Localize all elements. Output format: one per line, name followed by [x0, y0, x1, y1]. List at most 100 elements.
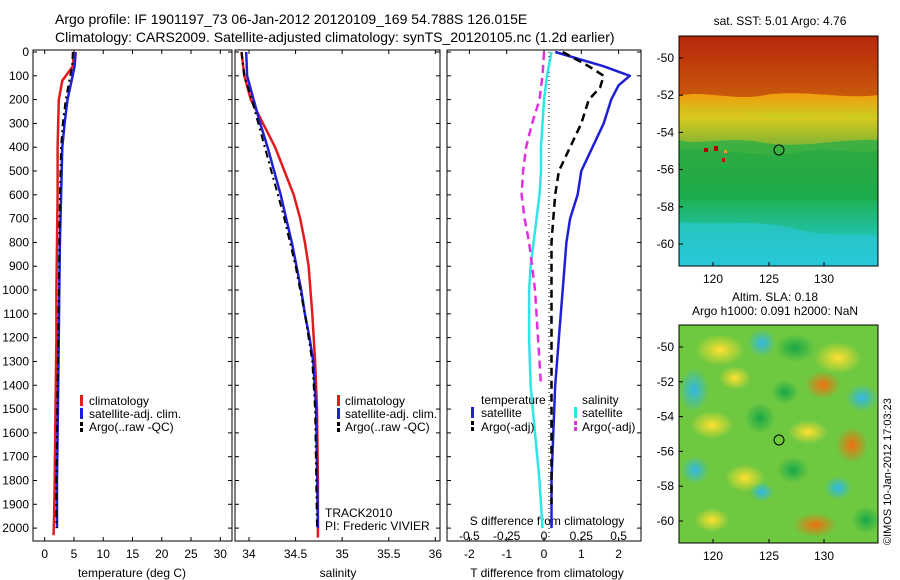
sla-blob: [690, 411, 734, 439]
x-tick-label: 0: [541, 529, 548, 543]
depth-tick-label: 1900: [2, 497, 29, 511]
x-tick-label: 34.5: [284, 547, 308, 561]
depth-tick-label: 1600: [2, 426, 29, 440]
sla-map-title-2: Argo h1000: 0.091 h2000: NaN: [692, 304, 858, 318]
x-tick-label: -0.5: [459, 529, 480, 543]
depth-tick-label: 600: [9, 188, 29, 202]
x-tick-label: 0: [541, 547, 548, 561]
sla-blob: [745, 402, 775, 434]
sla-blob: [719, 366, 751, 390]
depth-tick-label: 1100: [3, 307, 29, 321]
x-tick-label: 34: [242, 547, 256, 561]
sla-blob: [788, 420, 828, 444]
temperature-series: [52, 51, 77, 536]
map-x-tick-label: 130: [814, 549, 834, 563]
map-x-tick-label: 130: [814, 272, 834, 286]
legend-swatch-climatology: [337, 395, 340, 406]
legend-swatch-s-argo: [574, 421, 577, 425]
t-difference-axis-label: T difference from climatology: [470, 566, 624, 580]
sst-cold-region: [679, 222, 878, 266]
x-tick-label: 0: [41, 547, 48, 561]
x-tick-label: 25: [184, 547, 198, 561]
legend-swatch-s-satellite: [574, 407, 577, 418]
depth-tick-label: 100: [9, 69, 29, 83]
sla-blob: [814, 342, 862, 374]
depth-tick-label: 1800: [2, 473, 29, 487]
map-y-tick-label: -56: [657, 444, 675, 458]
sla-map-y-ticks: -50 -52 -54 -56 -58 -60: [657, 340, 683, 528]
legend-label-argo: Argo(..raw -QC): [345, 420, 430, 434]
legend-swatch-satellite: [337, 408, 340, 419]
sla-blob: [695, 334, 745, 366]
sla-blob: [777, 457, 809, 483]
sst-pixel: [714, 146, 718, 151]
temp-satellite-line: [55, 51, 77, 529]
sst-map-frame: [678, 35, 879, 267]
map-y-tick-label: -60: [657, 514, 675, 528]
legend-label-s-argo: Argo(-adj): [582, 420, 635, 434]
depth-tick-label: 700: [9, 212, 29, 226]
sla-blob: [681, 456, 709, 484]
legend-label-satellite: satellite-adj. clim.: [345, 407, 437, 421]
x-tick-label: 10: [97, 547, 111, 561]
sla-blob: [805, 371, 841, 399]
legend-swatch-t-satellite: [471, 407, 474, 418]
legend-label-climatology: climatology: [89, 394, 149, 408]
depth-tick-label: 900: [9, 259, 29, 273]
legend-swatch-s-argo-2: [574, 427, 577, 431]
sla-blob: [771, 380, 799, 404]
depth-tick-label: 1400: [2, 378, 29, 392]
argo-location-marker: [773, 434, 785, 446]
salinity-series: [240, 51, 320, 538]
legend-swatch-argo-2: [80, 428, 83, 432]
depth-tick-label: 400: [9, 140, 29, 154]
sla-blob: [748, 329, 776, 357]
sst-map-x-ticks: 120 125 130: [703, 262, 834, 286]
sst-warm-region: [679, 36, 878, 97]
axis-ticks: [33, 51, 641, 529]
difference-legend: temperature salinity satellite Argo(-adj…: [471, 393, 635, 434]
depth-tick-label: 2000: [2, 521, 29, 535]
depth-tick-label: 500: [9, 164, 29, 178]
depth-axis: 0 100 200 300 400 500 600 700 800 900 1000 1100 1200…: [2, 45, 29, 535]
sst-map-y-ticks: -50 -52 -54 -56 -58 -60: [657, 51, 683, 251]
s-difference-x-ticks: -0.5 -0.25 0 0.25 0.5: [459, 529, 627, 543]
depth-tick-label: 200: [9, 93, 29, 107]
x-tick-label: 1: [578, 547, 585, 561]
map-y-tick-label: -60: [657, 237, 675, 251]
legend-title-salinity: salinity: [582, 393, 619, 407]
legend-label-t-argo: Argo(-adj): [481, 420, 534, 434]
salinity-x-ticks: 34 34.5 35 35.5 36: [242, 50, 442, 561]
depth-tick-label: 1000: [2, 283, 29, 297]
x-tick-label: 35.5: [377, 547, 401, 561]
salinity-panel-frame: [234, 49, 441, 542]
x-tick-label: 20: [155, 547, 169, 561]
map-y-tick-label: -58: [657, 200, 675, 214]
s-diff-argo-line: [520, 51, 546, 386]
sla-map: [678, 324, 880, 544]
map-x-tick-label: 120: [703, 272, 723, 286]
x-tick-label: 36: [429, 547, 443, 561]
legend-title-temperature: temperature: [481, 393, 546, 407]
x-tick-label: 30: [214, 547, 228, 561]
depth-tick-label: 1200: [2, 331, 29, 345]
salinity-axis-label: salinity: [320, 566, 357, 580]
legend-swatch-t-argo: [471, 421, 474, 425]
sst-pixel: [724, 150, 727, 153]
sla-map-frame: [678, 324, 879, 544]
sal-argo-line: [240, 51, 318, 529]
t-diff-argo-line: [550, 50, 605, 505]
temperature-axis-label: temperature (deg C): [78, 566, 186, 580]
sst-pixel: [722, 158, 725, 162]
legend-swatch-argo-2: [337, 428, 340, 432]
pi-note: PI: Frederic VIVIER: [325, 519, 430, 533]
t-diff-satellite-line: [550, 50, 632, 529]
map-x-tick-label: 125: [759, 272, 779, 286]
sla-blob: [775, 334, 815, 362]
map-y-tick-label: -50: [657, 340, 675, 354]
legend-swatch-t-argo-2: [471, 427, 474, 431]
difference-series: [520, 50, 632, 529]
map-y-tick-label: -52: [657, 375, 675, 389]
sal-climatology-line: [240, 51, 320, 538]
